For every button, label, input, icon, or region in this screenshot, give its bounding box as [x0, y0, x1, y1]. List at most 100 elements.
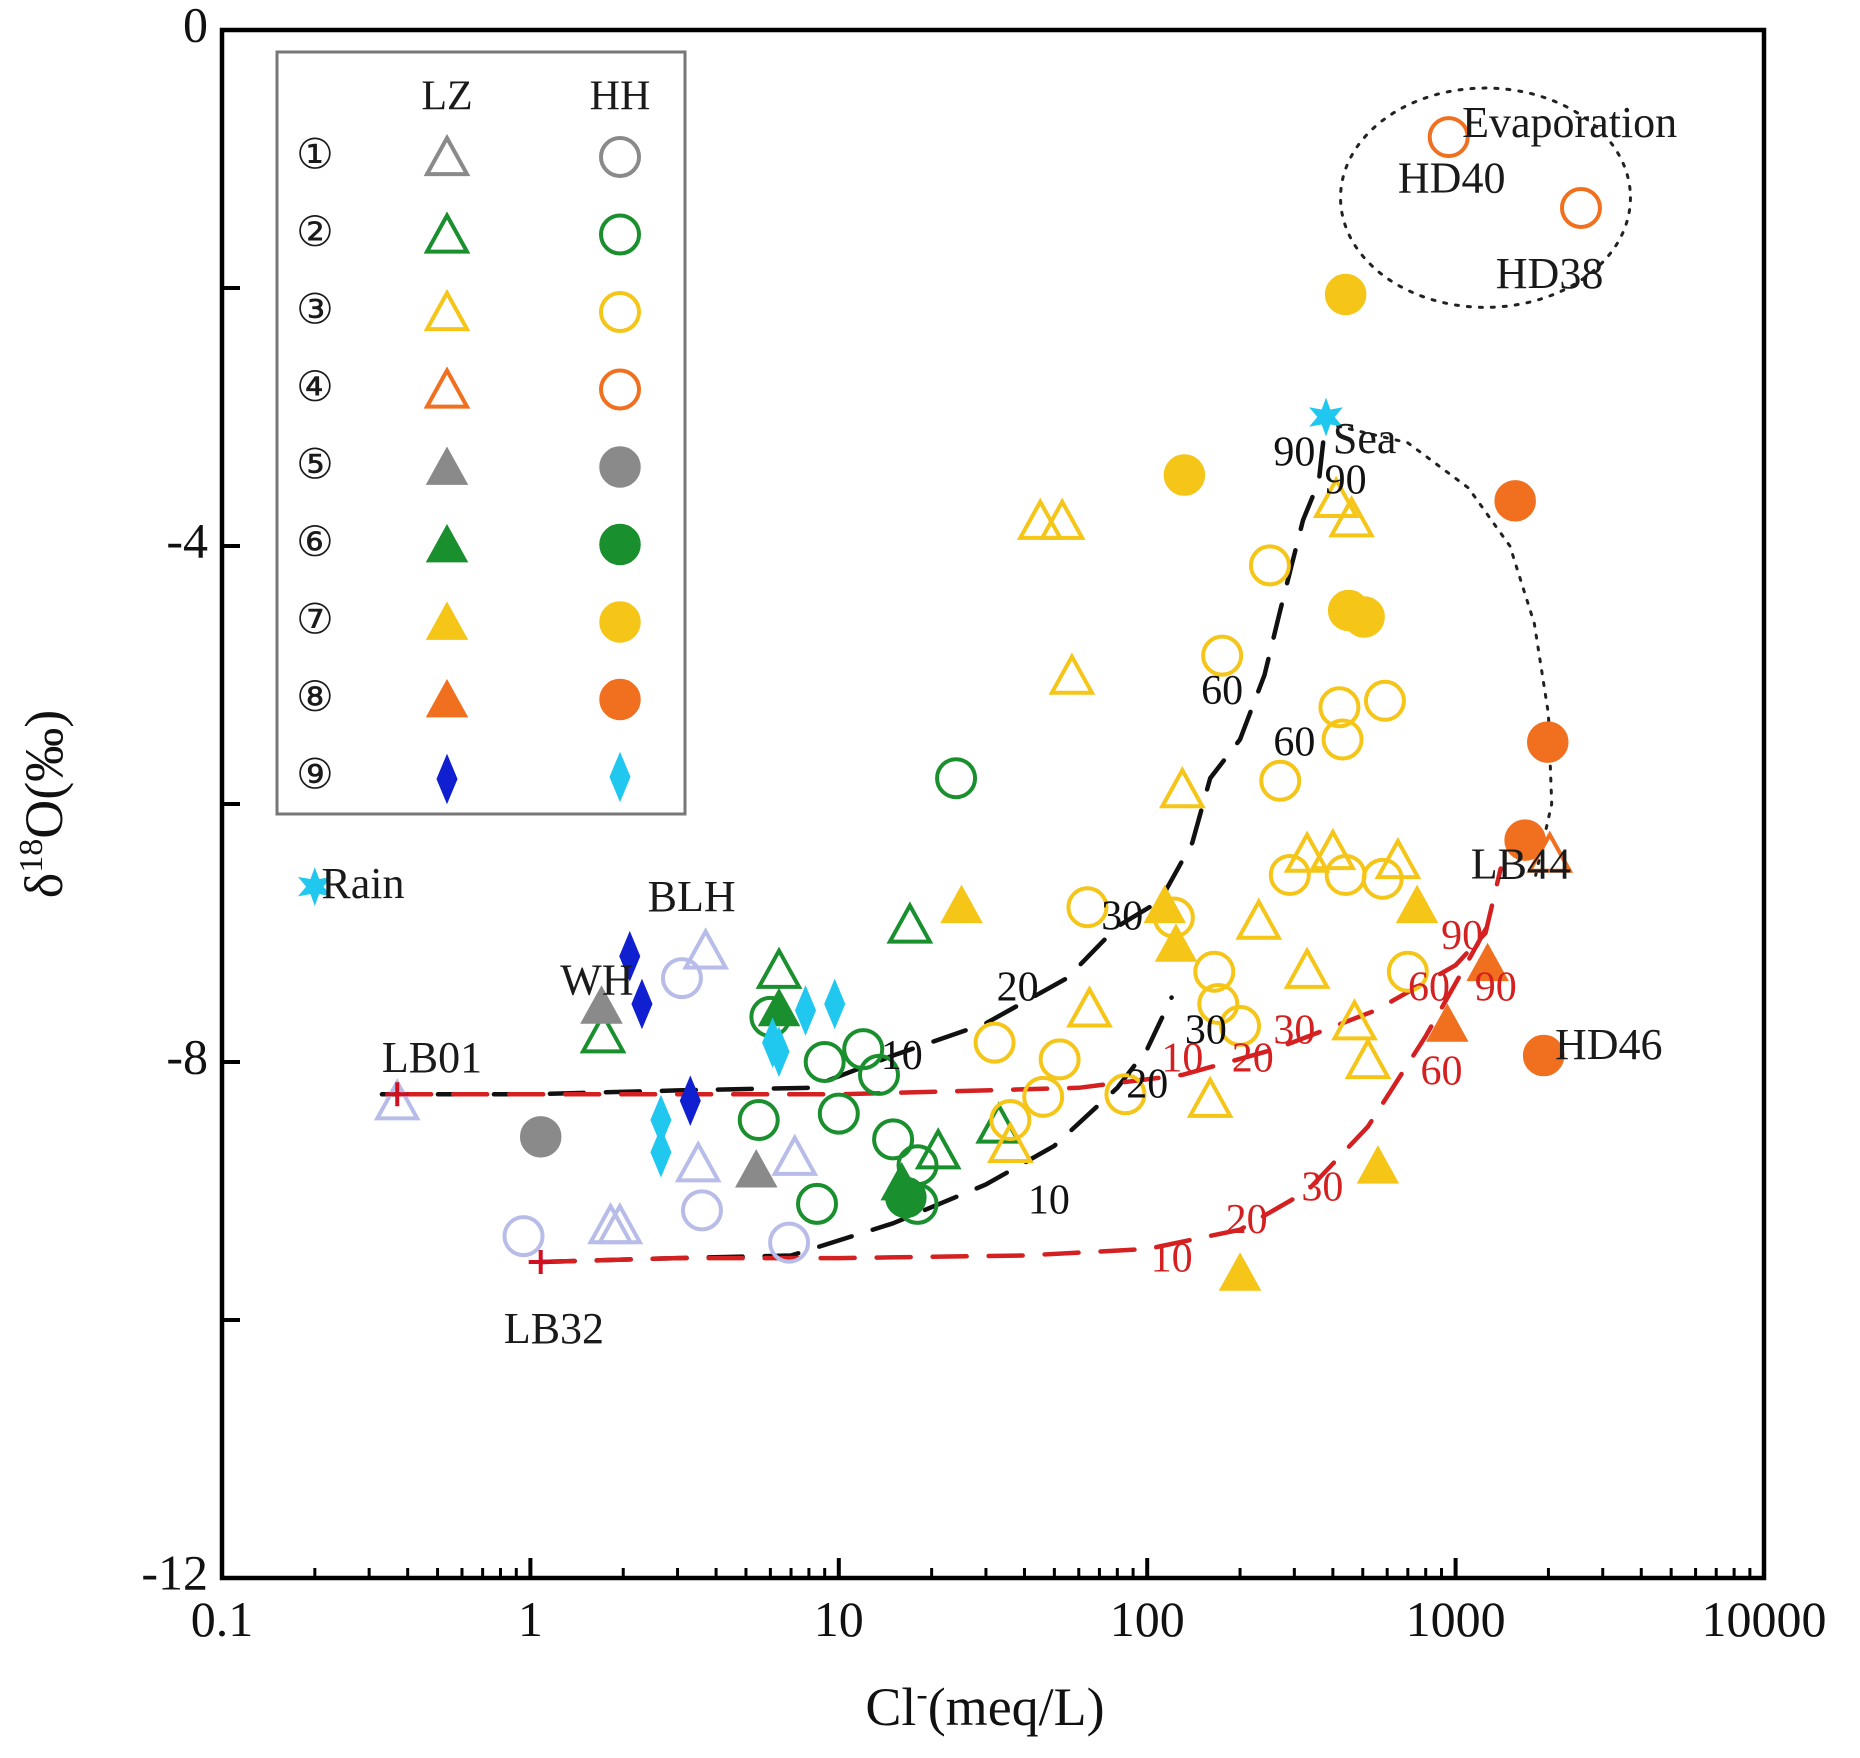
x-axis-title: Cl-(meq/L) — [865, 1676, 1104, 1737]
legend-header-lz: LZ — [421, 74, 472, 120]
annotation-lb32: LB32 — [504, 1304, 604, 1353]
legend-row-number-3: ③ — [296, 288, 334, 334]
point-lz-3 — [682, 927, 730, 970]
legend-lz-marker-1 — [423, 133, 471, 177]
mixing-line-lb32-sea — [538, 995, 1174, 1265]
point-lz-2 — [1154, 923, 1198, 962]
point-lz-6 — [1312, 475, 1360, 518]
point-lz-2 — [1048, 652, 1096, 695]
point-hh-13 — [1219, 1004, 1262, 1047]
legend-row-number-6: ⑥ — [296, 520, 334, 566]
mixing-line-sea-lb44-curve — [1324, 421, 1554, 883]
annotation-wh: WH — [560, 956, 633, 1005]
annotation-blh: BLH — [648, 872, 736, 921]
y-tick-label-0: 0 — [183, 0, 208, 52]
point-hh-0 — [519, 1116, 562, 1158]
legend-row-number-4: ④ — [296, 365, 334, 411]
point-lz-3 — [1158, 765, 1206, 809]
y-tick-label-4: -8 — [166, 1028, 208, 1084]
point-hh-11 — [1193, 950, 1236, 993]
point-lz-14 — [986, 1120, 1034, 1163]
mix-label-2: 60 — [1201, 668, 1243, 714]
evaporation-ellipse — [1339, 86, 1632, 309]
mixing-line-lb32-lb44 — [538, 917, 1493, 1265]
point-hh-1 — [1527, 721, 1569, 763]
legend-hh-marker-9 — [609, 751, 631, 803]
mixing-line-lb01-lb44 — [394, 866, 1503, 1097]
point-hh-2 — [680, 1189, 723, 1232]
mix-label-9: 10 — [1028, 1178, 1070, 1224]
data-points-layer — [297, 116, 1602, 1291]
legend-lz-marker-5 — [425, 446, 469, 485]
mix-label-15: 20 — [1232, 1036, 1274, 1082]
annotation-lb01: LB01 — [382, 1033, 482, 1082]
point-lz-2 — [679, 1075, 701, 1126]
mix-label-7: 20 — [1126, 1061, 1168, 1107]
x-axis-title-main: Cl — [865, 1677, 916, 1737]
y-axis-title: δ18O(‰) — [13, 710, 74, 898]
legend-hh-marker-8 — [599, 678, 641, 721]
y-axis-title-sup: 18 — [13, 839, 50, 873]
point-lz-5 — [1309, 827, 1357, 871]
point-hh-2 — [1259, 759, 1302, 802]
point-hh-2 — [1504, 819, 1546, 861]
legend-lz-marker-2 — [423, 211, 471, 254]
point-hh-3 — [1318, 686, 1361, 729]
point-hh-4 — [857, 1053, 900, 1096]
point-lz-1 — [631, 978, 653, 1030]
point-hh-7 — [1324, 853, 1367, 896]
point-lz-2 — [579, 1011, 627, 1054]
x-tick-label-2: 10 — [814, 1591, 864, 1647]
mix-label-1: 90 — [1325, 458, 1367, 504]
point-hh-1 — [1201, 634, 1244, 677]
point-lz-0 — [757, 987, 801, 1027]
point-hh-8 — [1361, 857, 1404, 900]
point-lz-0 — [619, 930, 641, 982]
legend-row-number-5: ⑤ — [296, 443, 334, 489]
point-lz-5 — [1218, 1252, 1262, 1291]
legend: LZ HH ① ② ③ ④ ⑤ ⑥ ⑦ ⑧ ⑨ — [275, 50, 687, 816]
point-lz-4 — [674, 1140, 722, 1183]
point-lz-8 — [1235, 897, 1283, 940]
point-lz-5 — [771, 1133, 819, 1176]
point-hh-0 — [502, 1215, 545, 1258]
x-axis-title-sup: - — [916, 1676, 927, 1713]
mix-label-17: 30 — [1301, 1165, 1343, 1211]
point-hh-1 — [1163, 454, 1206, 496]
axes: 0 -4 -8 -120.1 1 10 100 1000 10000 Cl-(meq/L) δ18O… — [13, 0, 1827, 1737]
point-hh-16 — [1038, 1038, 1081, 1081]
legend-lz-marker-3 — [423, 288, 471, 332]
point-lz-4 — [1356, 1145, 1400, 1184]
point-hh-3 — [1343, 596, 1385, 638]
annotation-evaporation: Evaporation — [1462, 98, 1677, 147]
legend-hh-marker-6 — [599, 523, 641, 566]
legend-lz-marker-8 — [425, 678, 469, 718]
x-tick-label-4: 1000 — [1406, 1591, 1506, 1647]
x-tick-label-3: 100 — [1110, 1591, 1185, 1647]
legend-hh-marker-1 — [599, 136, 641, 178]
annotation-hd46: HD46 — [1555, 1020, 1663, 1069]
point-lz-2 — [596, 1201, 644, 1245]
point-hh-12 — [1197, 982, 1240, 1025]
annotations-layer: Evaporation HD40 HD38 Sea Rain BLH WH LB01 LB32 L… — [321, 98, 1677, 1353]
mix-label-8: 10 — [881, 1033, 923, 1079]
point-hh-18 — [1104, 1073, 1147, 1116]
point-end-members-0 — [385, 1082, 410, 1107]
legend-row-number-8: ⑧ — [296, 675, 334, 721]
mix-label-19: 10 — [1151, 1236, 1193, 1282]
legend-hh-marker-4 — [599, 368, 641, 411]
point-lz-13 — [1066, 985, 1113, 1028]
y-tick-label-2: -4 — [166, 512, 208, 568]
mix-label-11: 60 — [1408, 965, 1450, 1011]
point-lz-1 — [1143, 884, 1187, 924]
annotation-rain: Rain — [321, 859, 404, 908]
point-lz-0 — [1466, 942, 1509, 982]
x-tick-label-1: 1 — [518, 1591, 543, 1647]
point-hh-0 — [1248, 544, 1291, 587]
point-lz-3 — [1395, 884, 1439, 924]
point-hh-6 — [1268, 853, 1311, 896]
x-tick-label-5: 10000 — [1702, 1591, 1827, 1647]
legend-row-number-7: ⑦ — [296, 598, 334, 644]
point-lz-1 — [1038, 497, 1086, 540]
